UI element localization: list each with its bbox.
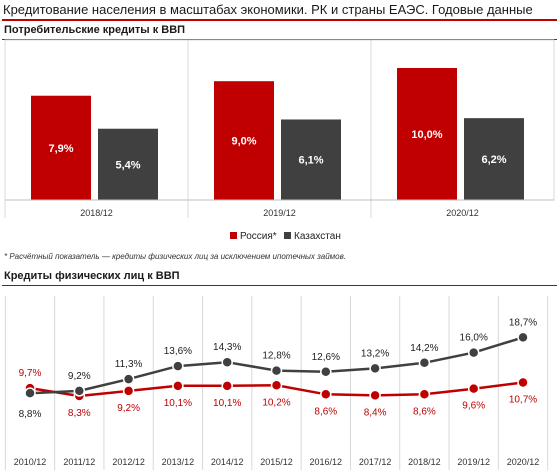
data-label: 8,6%	[314, 406, 337, 417]
data-label: 9,6%	[462, 401, 485, 412]
x-tick-label: 2018/12	[408, 457, 441, 467]
bar-data-label: 6,1%	[298, 155, 323, 167]
x-tick-label: 2014/12	[211, 457, 244, 467]
data-label: 9,2%	[117, 403, 140, 414]
data-label: 8,4%	[364, 407, 387, 418]
category-label: 2018/12	[80, 208, 113, 218]
line-chart-title: Кредиты физических лиц к ВВП	[4, 270, 180, 282]
data-label: 13,2%	[361, 348, 389, 359]
series-point	[320, 366, 332, 378]
series-point	[369, 389, 381, 402]
bar-russia	[31, 95, 91, 200]
bar-kazakhstan	[281, 119, 341, 200]
data-label: 11,3%	[115, 359, 143, 370]
bar-russia	[397, 68, 457, 200]
bar-data-label: 6,2%	[481, 154, 506, 166]
data-label: 12,8%	[262, 351, 290, 362]
x-tick-label: 2020/12	[507, 457, 540, 467]
series-point	[270, 379, 283, 392]
bar-data-label: 10,0%	[411, 129, 442, 141]
series-point	[517, 331, 529, 344]
page-title: Кредитование населения в масштабах эконо…	[3, 2, 533, 17]
data-label: 8,6%	[413, 406, 436, 417]
bar-russia	[214, 81, 274, 200]
data-label: 9,2%	[68, 371, 91, 382]
x-tick-label: 2015/12	[260, 457, 293, 467]
legend-swatch	[230, 232, 237, 239]
data-label: 16,0%	[460, 333, 488, 344]
series-point	[418, 388, 431, 401]
data-label: 10,7%	[509, 394, 537, 405]
x-tick-label: 2016/12	[310, 457, 343, 467]
series-point	[73, 385, 86, 397]
series-point	[369, 362, 381, 375]
legend-label: Россия*	[240, 231, 277, 242]
x-tick-label: 2017/12	[359, 457, 392, 467]
data-label: 14,2%	[410, 343, 438, 354]
data-label: 10,1%	[213, 398, 241, 409]
data-label: 18,7%	[509, 317, 537, 328]
category-label: 2019/12	[263, 208, 296, 218]
data-label: 12,6%	[312, 352, 340, 363]
series-point	[270, 364, 283, 377]
bar-kazakhstan	[464, 118, 524, 200]
x-tick-label: 2012/12	[112, 457, 145, 467]
series-point	[122, 373, 135, 385]
legend-label: Казахстан	[294, 231, 341, 242]
x-tick-label: 2010/12	[14, 457, 47, 467]
bar-data-label: 5,4%	[115, 159, 140, 171]
series-point	[221, 380, 233, 392]
title-divider	[2, 19, 557, 21]
bar-kazakhstan	[98, 128, 158, 200]
data-label: 10,1%	[164, 398, 192, 409]
bar-chart: 7,9% 5,4% 2018/12 9,0% 6,1% 2019/12 10,0% 6,2% 2…	[4, 39, 555, 242]
series-point	[467, 346, 480, 359]
data-label: 13,6%	[164, 346, 192, 357]
data-label: 10,2%	[262, 397, 290, 408]
data-label: 14,3%	[213, 342, 241, 353]
bar-data-label: 7,9%	[48, 143, 73, 155]
bar-chart-footnote: * Расчётный показатель — кредиты физичес…	[4, 252, 346, 261]
x-tick-label: 2013/12	[162, 457, 195, 467]
series-point	[172, 360, 184, 372]
category-label: 2020/12	[446, 208, 479, 218]
data-label: 8,3%	[68, 408, 91, 419]
series-point	[172, 380, 184, 392]
line-chart: 9,7% 8,3% 9,2% 10,1% 10,1% 10,2% 8,6% 8,4% 8,6% 9…	[4, 296, 549, 470]
series-point	[517, 376, 529, 389]
x-tick-label: 2019/12	[457, 457, 490, 467]
series-point	[24, 387, 36, 399]
x-tick-label: 2011/12	[63, 457, 95, 467]
bar-data-label: 9,0%	[231, 136, 256, 148]
legend-swatch	[284, 232, 291, 239]
series-point	[221, 356, 233, 368]
bar-chart-title: Потребительские кредиты к ВВП	[4, 24, 186, 36]
series-point	[320, 388, 332, 401]
series-point	[467, 382, 480, 395]
series-point	[122, 385, 135, 397]
data-label: 8,8%	[19, 409, 42, 420]
line-chart-divider	[2, 285, 557, 286]
data-label: 9,7%	[19, 368, 42, 379]
series-point	[418, 357, 431, 369]
